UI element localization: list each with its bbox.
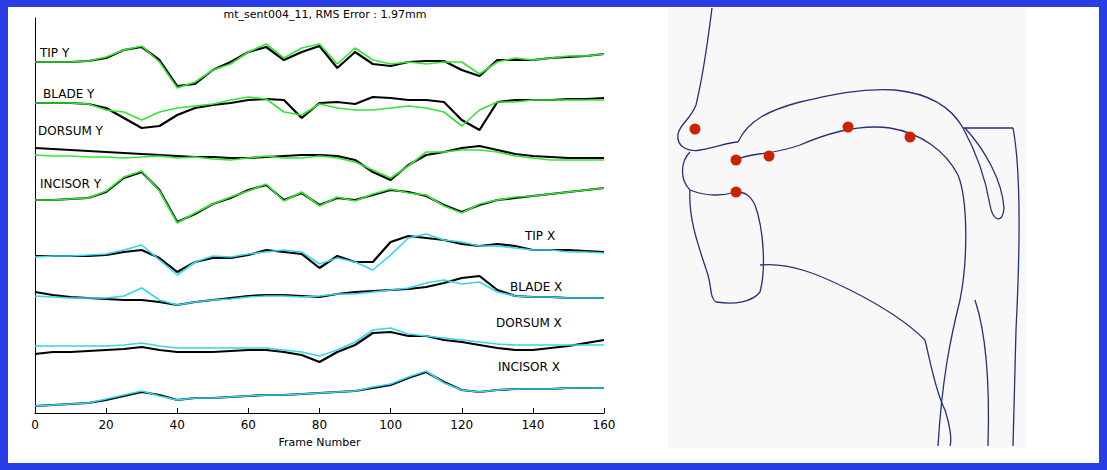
svg-text:160: 160 bbox=[593, 418, 616, 432]
svg-text:DORSUM X: DORSUM X bbox=[496, 316, 562, 330]
svg-text:BLADE X: BLADE X bbox=[510, 280, 562, 294]
svg-text:TIP Y: TIP Y bbox=[39, 46, 70, 60]
svg-text:100: 100 bbox=[379, 418, 402, 432]
svg-text:mt_sent004_11, RMS Error : 1.9: mt_sent004_11, RMS Error : 1.97mm bbox=[224, 8, 427, 21]
svg-text:TIP X: TIP X bbox=[524, 229, 555, 243]
svg-text:INCISOR Y: INCISOR Y bbox=[40, 177, 102, 191]
svg-text:40: 40 bbox=[170, 418, 185, 432]
svg-text:120: 120 bbox=[450, 418, 473, 432]
svg-text:DORSUM Y: DORSUM Y bbox=[38, 124, 104, 138]
svg-text:140: 140 bbox=[521, 418, 544, 432]
svg-text:80: 80 bbox=[312, 418, 327, 432]
svg-text:0: 0 bbox=[31, 418, 39, 432]
svg-text:Frame Number: Frame Number bbox=[279, 436, 361, 449]
svg-text:60: 60 bbox=[241, 418, 256, 432]
svg-text:BLADE Y: BLADE Y bbox=[43, 87, 95, 101]
svg-text:20: 20 bbox=[98, 418, 113, 432]
svg-text:INCISOR X: INCISOR X bbox=[498, 360, 560, 374]
